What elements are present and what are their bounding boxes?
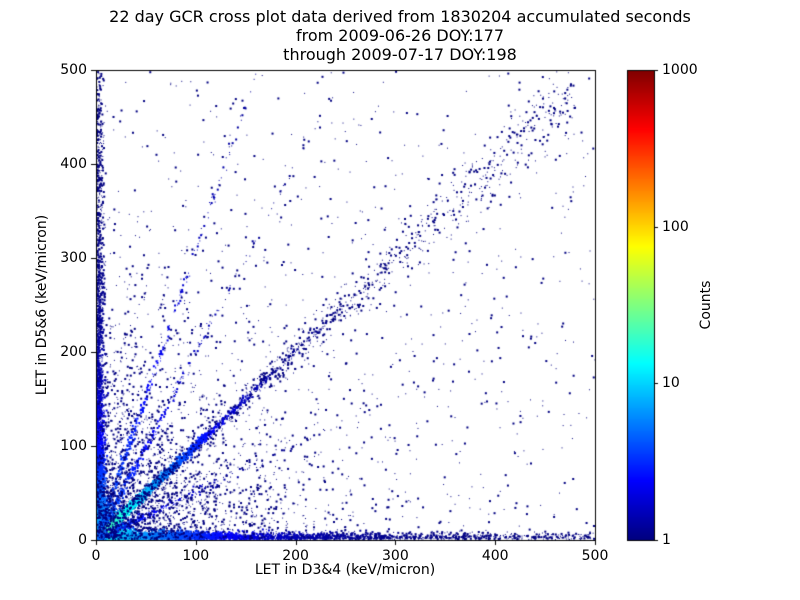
chart-title-line3: through 2009-07-17 DOY:198 [283,45,517,64]
x-tick-label: 400 [481,548,509,564]
colorbar-tick-label: 1 [662,532,671,548]
colorbar-label: Counts [698,280,714,330]
colorbar-tick-label: 100 [662,218,689,235]
chart-title-line1: 22 day GCR cross plot data derived from … [109,7,691,26]
colorbar-tick-label: 10 [662,375,680,392]
chart-title-line2: from 2009-06-26 DOY:177 [295,26,504,45]
y-tick-label: 100 [60,438,87,454]
x-tick-label: 0 [91,548,101,564]
y-tick-label: 400 [60,156,87,172]
x-axis-label: LET in D3&4 (keV/micron) [254,562,436,578]
y-tick-label: 300 [60,250,87,266]
colorbar-tick-label: 1000 [662,62,698,78]
y-axis-label: LET in D5&6 (keV/micron) [34,214,50,396]
x-tick-label: 500 [581,548,609,564]
y-tick-label: 0 [78,532,87,548]
x-tick-label: 200 [282,548,309,564]
chart-title: 22 day GCR cross plot data derived from … [0,7,800,64]
x-tick-label: 300 [382,548,409,564]
x-tick-label: 100 [182,548,210,564]
y-tick-label: 200 [60,344,87,360]
y-tick-label: 500 [60,62,87,78]
